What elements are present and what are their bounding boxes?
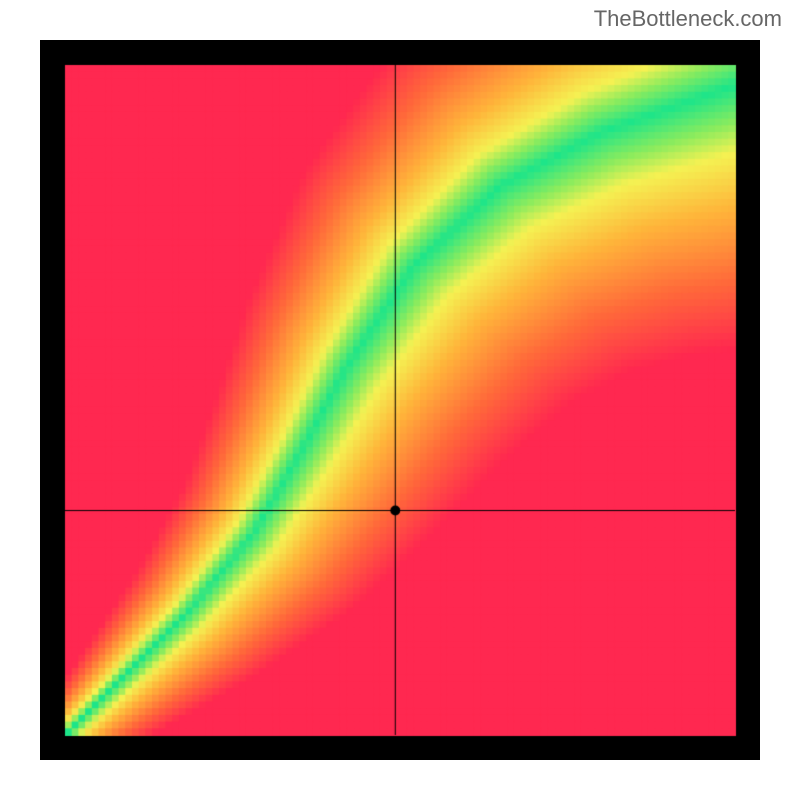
watermark-text: TheBottleneck.com	[594, 6, 782, 32]
chart-area	[40, 40, 760, 760]
heatmap-canvas	[40, 40, 760, 760]
chart-container: TheBottleneck.com	[0, 0, 800, 800]
